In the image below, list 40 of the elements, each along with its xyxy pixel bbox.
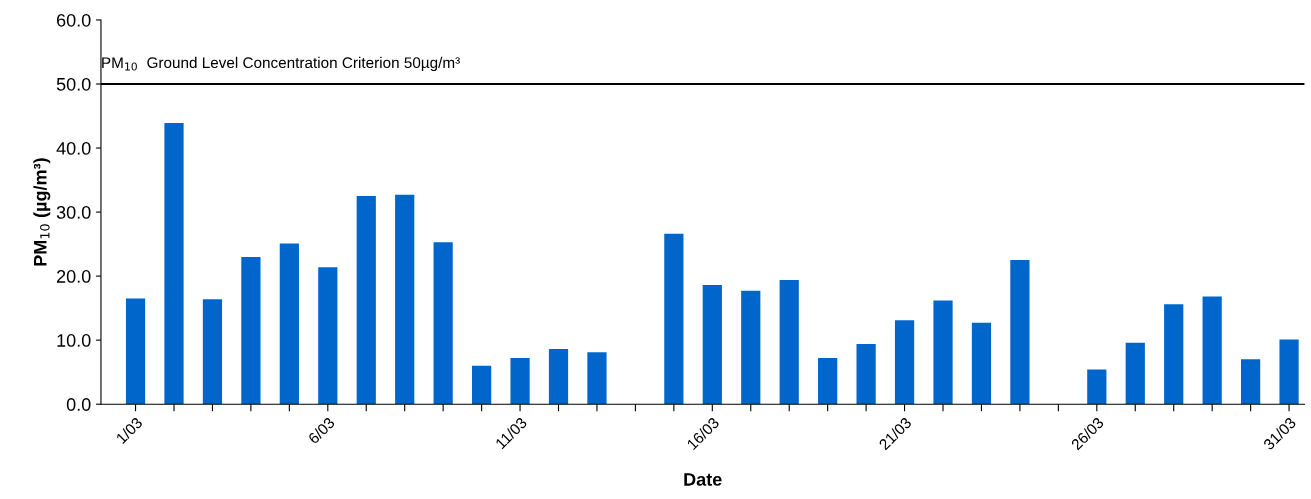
bar	[1164, 304, 1184, 405]
bar	[1010, 260, 1030, 405]
bar	[318, 267, 338, 405]
bar	[1087, 369, 1107, 405]
bar	[856, 343, 876, 405]
y-tick-label: 10.0	[57, 334, 91, 347]
bar	[779, 279, 799, 405]
y-tick-label: 0.0	[66, 398, 91, 411]
bar	[1279, 339, 1299, 405]
bar	[741, 290, 761, 405]
bar	[933, 300, 953, 405]
y-tick-label: 20.0	[57, 270, 91, 283]
y-axis-title: PM$_{10}$ (µg/m³)	[33, 158, 51, 266]
bar	[664, 233, 684, 405]
bar	[587, 352, 607, 405]
bar	[471, 365, 492, 405]
y-tick-label: 30.0	[56, 206, 91, 219]
bar	[971, 322, 992, 405]
x-axis-title: Date	[684, 473, 722, 486]
bar	[241, 256, 261, 405]
y-tick-label: 50.0	[56, 77, 91, 91]
bar	[395, 194, 415, 405]
bar	[125, 298, 146, 405]
bar	[894, 320, 915, 405]
bar	[510, 358, 530, 405]
bar	[202, 299, 223, 405]
bar	[279, 243, 299, 405]
ref-line-label: PM$_{10}$ Ground Level Concentration Criterion 50µg/m³	[102, 56, 460, 72]
bar	[164, 123, 184, 405]
bar	[1125, 342, 1145, 405]
x-tick-label: 6/03	[307, 416, 336, 445]
y-tick-label: 40.0	[56, 141, 91, 155]
bar	[702, 285, 722, 405]
bar	[1241, 359, 1261, 405]
bar	[356, 196, 376, 405]
bar	[548, 349, 569, 405]
bar	[433, 242, 453, 405]
bar	[1202, 296, 1222, 405]
bar	[818, 358, 838, 405]
y-tick-label: 60.0	[57, 13, 91, 27]
